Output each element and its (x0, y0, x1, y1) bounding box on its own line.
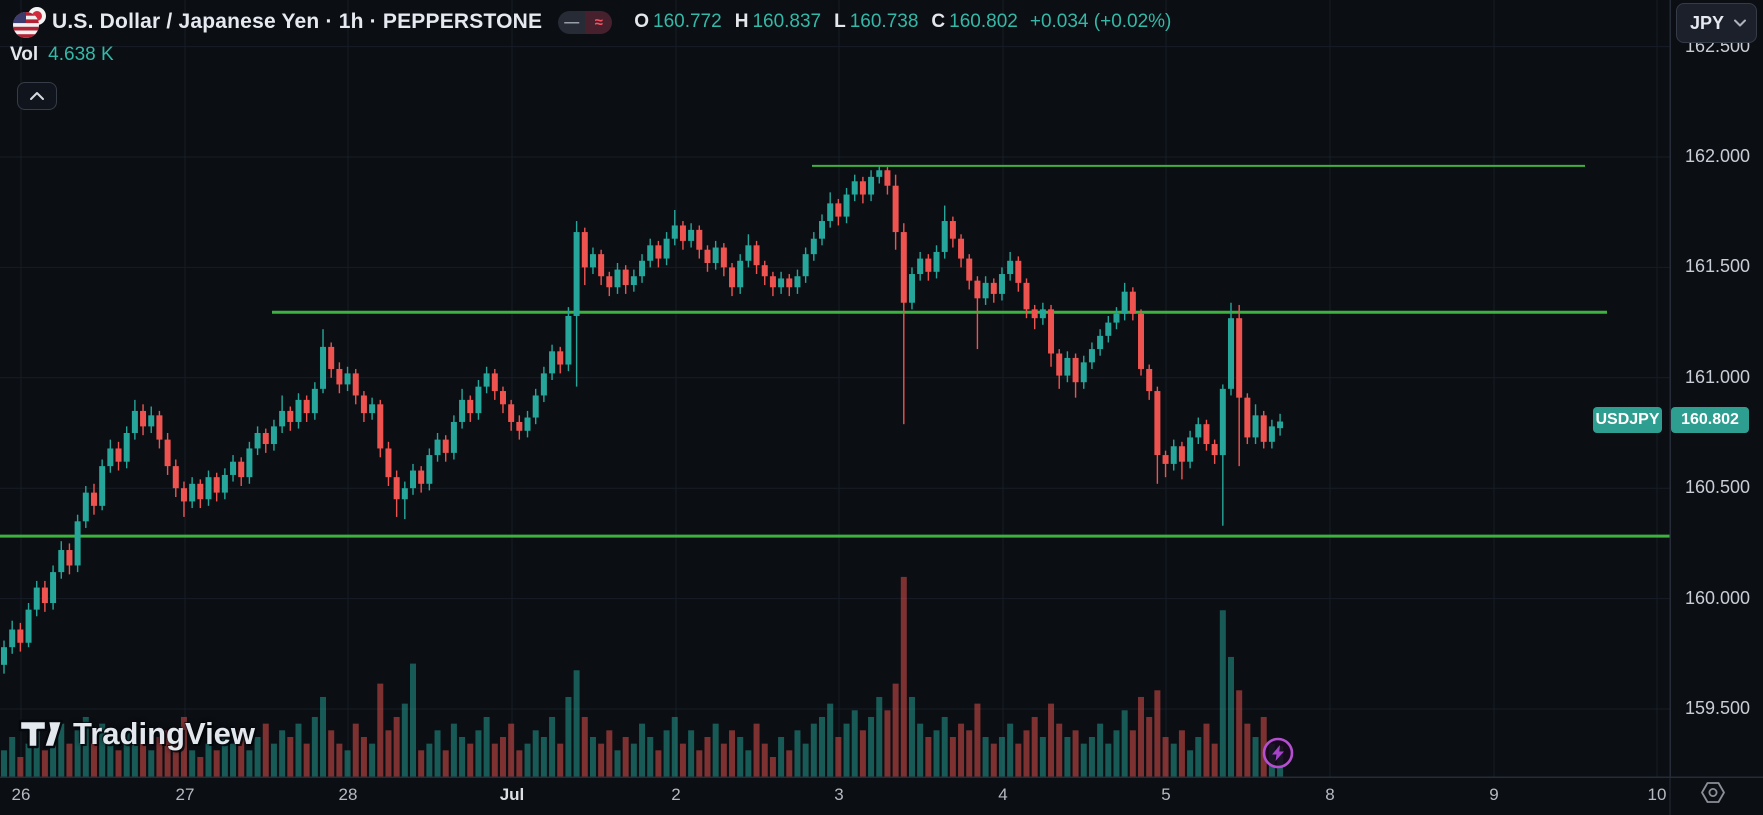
time-axis-label: Jul (499, 785, 525, 804)
open-value: 160.772 (653, 11, 722, 32)
change-value: +0.034 (+0.02%) (1029, 11, 1172, 32)
time-axis-label: 9 (1489, 785, 1499, 804)
last-price-symbol-badge: USDJPY (1593, 407, 1662, 433)
chevron-down-icon (1734, 19, 1746, 27)
flash-events-icon[interactable] (1261, 736, 1295, 770)
legend-mode-toggle[interactable]: — ≈ (558, 10, 613, 34)
open-label: O (634, 11, 650, 32)
volume-label[interactable]: Vol (10, 44, 39, 65)
time-axis-label: 8 (1325, 785, 1335, 804)
time-axis[interactable]: 26 27 28 Jul 2 3 4 5 8 9 10 (0, 777, 1763, 815)
price-axis-label: 161.500 (1684, 256, 1751, 277)
time-axis-label: 28 (338, 785, 358, 804)
time-axis-label: 3 (834, 785, 844, 804)
price-axis[interactable]: 162.500 162.000 161.500 161.000 160.500 160.0… (1670, 0, 1763, 777)
lightning-bolt-icon (1272, 745, 1284, 761)
low-label: L (834, 11, 846, 32)
price-axis-label: 160.000 (1684, 587, 1751, 608)
high-label: H (734, 11, 749, 32)
collapse-legend-button[interactable] (17, 82, 57, 110)
high-value: 160.837 (752, 11, 822, 32)
chart-legend: U.S. Dollar / Japanese Yen · 1h · PEPPER… (8, 5, 1171, 39)
price-axis-label: 159.500 (1684, 698, 1751, 718)
timezone-settings-icon[interactable] (1698, 779, 1728, 806)
tradingview-logo-icon (18, 719, 64, 749)
time-axis-label: 4 (998, 785, 1008, 804)
currency-pair-flags-icon (13, 7, 46, 38)
volume-indicator-legend: Vol 4.638 K (10, 44, 114, 66)
time-axis-label: 10 (1647, 785, 1667, 804)
price-axis-label: 161.000 (1684, 366, 1751, 387)
close-label: C (931, 11, 946, 32)
time-axis-label: 26 (11, 785, 31, 804)
ohlc-values: O 160.772 H 160.837 L 160.738 C 160.802 … (634, 11, 1171, 33)
close-value: 160.802 (949, 11, 1018, 32)
last-price-label[interactable]: USDJPY 160.802 (1593, 407, 1749, 433)
last-price-value-badge: 160.802 (1671, 407, 1749, 433)
volume-value: 4.638 K (48, 44, 114, 65)
price-unit-value: JPY (1690, 12, 1725, 33)
toggle-dash-icon[interactable]: — (558, 10, 586, 34)
toggle-approx-icon[interactable]: ≈ (585, 10, 613, 34)
tradingview-wordmark: TradingView (73, 716, 256, 751)
us-flag-icon (13, 12, 39, 38)
price-axis-label: 160.500 (1684, 477, 1751, 498)
price-axis-label: 162.000 (1684, 146, 1751, 166)
chevron-up-icon (30, 92, 44, 100)
time-axis-label: 5 (1161, 785, 1171, 804)
time-axis-label: 27 (175, 785, 195, 804)
symbol-title[interactable]: U.S. Dollar / Japanese Yen · 1h · PEPPER… (52, 10, 543, 33)
price-unit-dropdown[interactable]: JPY (1676, 3, 1757, 43)
tradingview-watermark[interactable]: TradingView (18, 716, 255, 752)
time-axis-label: 2 (671, 785, 681, 804)
low-value: 160.738 (849, 11, 919, 32)
